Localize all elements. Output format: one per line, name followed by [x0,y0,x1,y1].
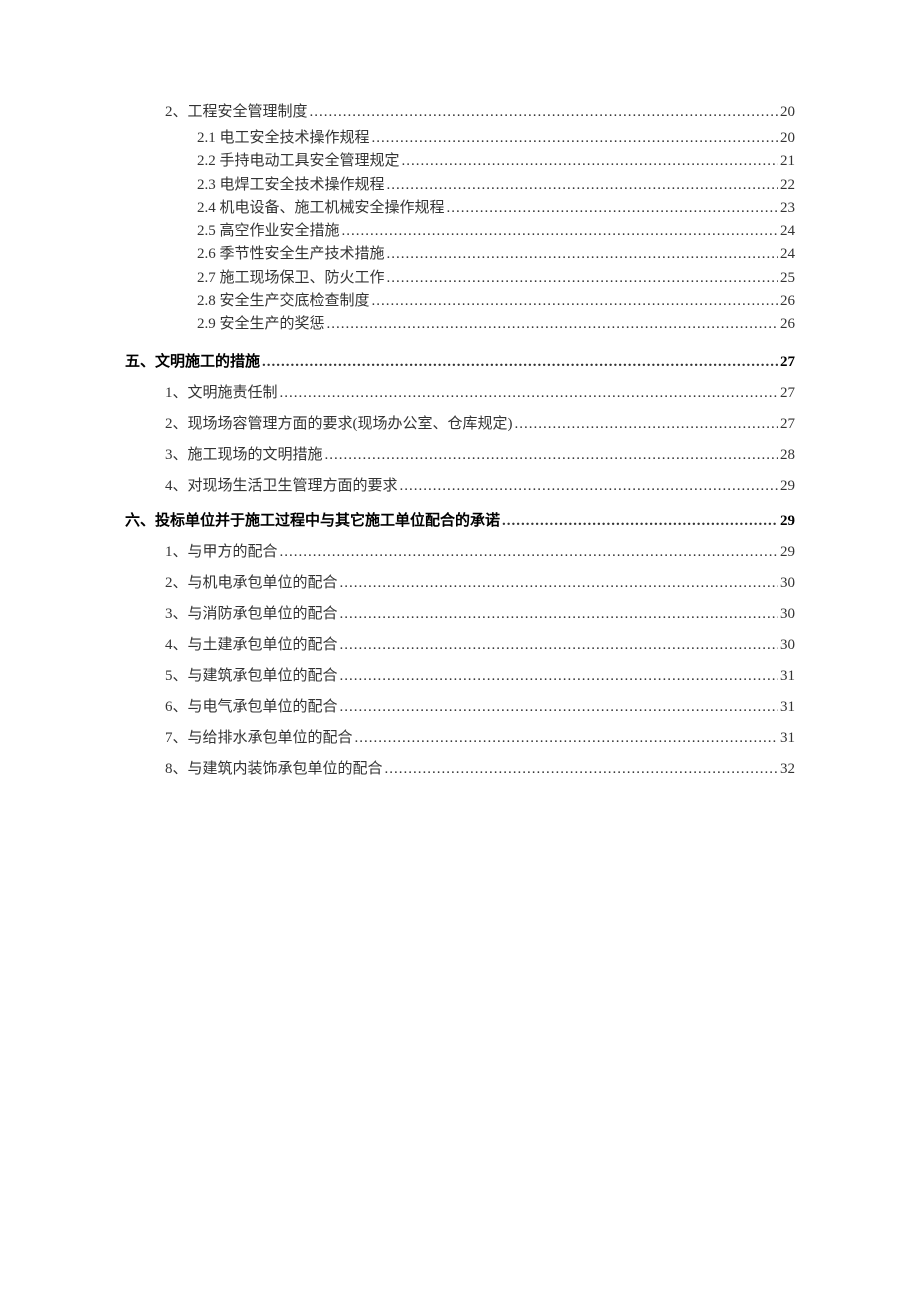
toc-dots [447,197,778,220]
toc-entry-page: 27 [780,385,795,402]
toc-dots [340,699,778,716]
toc-entry: 4、对现场生活卫生管理方面的要求 29 [165,474,795,495]
toc-entry: 2.4 机电设备、施工机械安全操作规程 23 [197,197,795,220]
toc-entry-text: 2.9 安全生产的奖惩 [197,313,325,336]
table-of-contents: 2、工程安全管理制度202.1 电工安全技术操作规程202.2 手持电动工具安全… [125,100,795,778]
toc-dots [280,385,778,402]
toc-entry-text: 1、文明施责任制 [165,381,278,402]
toc-entry: 2、工程安全管理制度 20 [165,100,795,121]
toc-entry-page: 26 [780,313,795,336]
toc-entry-page: 28 [780,447,795,464]
toc-entry-page: 24 [780,243,795,266]
toc-entry-text: 2、与机电承包单位的配合 [165,571,338,592]
toc-entry-text: 1、与甲方的配合 [165,540,278,561]
toc-entry-page: 24 [780,220,795,243]
toc-entry-text: 2.6 季节性安全生产技术措施 [197,243,385,266]
toc-dots [387,174,778,197]
toc-dots [372,290,778,313]
toc-entry-page: 29 [780,478,795,495]
toc-dots [262,354,778,371]
toc-dots [342,220,778,243]
toc-entry: 2.8 安全生产交底检查制度 26 [197,290,795,313]
toc-entry-text: 2、工程安全管理制度 [165,100,308,121]
toc-entry: 2.9 安全生产的奖惩 26 [197,313,795,336]
toc-dots [385,761,778,778]
toc-entry-page: 30 [780,606,795,623]
toc-entry: 2.7 施工现场保卫、防火工作 25 [197,267,795,290]
toc-entry-page: 29 [780,513,795,530]
toc-dots [327,313,778,336]
toc-entry: 2.6 季节性安全生产技术措施 24 [197,243,795,266]
toc-entry-text: 8、与建筑内装饰承包单位的配合 [165,757,383,778]
toc-dots [400,478,778,495]
toc-entry: 8、与建筑内装饰承包单位的配合 32 [165,757,795,778]
toc-entry-page: 32 [780,761,795,778]
toc-entry: 2.5 高空作业安全措施 24 [197,220,795,243]
toc-dots [387,243,778,266]
toc-dots [340,668,778,685]
toc-entry-text: 4、与土建承包单位的配合 [165,633,338,654]
toc-dots [340,637,778,654]
toc-entry: 2.3 电焊工安全技术操作规程 22 [197,174,795,197]
toc-dots [325,447,778,464]
toc-entry: 五、文明施工的措施 27 [125,350,795,371]
toc-entry-page: 31 [780,668,795,685]
toc-entry-text: 六、投标单位并于施工过程中与其它施工单位配合的承诺 [125,509,500,530]
toc-entry-page: 31 [780,699,795,716]
toc-entry: 5、与建筑承包单位的配合 31 [165,664,795,685]
toc-entry: 2、与机电承包单位的配合 30 [165,571,795,592]
toc-dots [340,575,778,592]
toc-entry-text: 2.1 电工安全技术操作规程 [197,127,370,150]
toc-entry-text: 3、与消防承包单位的配合 [165,602,338,623]
toc-entry-page: 31 [780,730,795,747]
toc-entry: 2、现场场容管理方面的要求(现场办公室、仓库规定) 27 [165,412,795,433]
toc-entry-page: 20 [780,104,795,121]
toc-entry: 7、与给排水承包单位的配合 31 [165,726,795,747]
toc-entry-page: 29 [780,544,795,561]
toc-dots [340,606,778,623]
toc-entry-page: 26 [780,290,795,313]
toc-dots [502,513,778,530]
toc-entry: 6、与电气承包单位的配合 31 [165,695,795,716]
toc-entry-page: 27 [780,354,795,371]
toc-dots [280,544,778,561]
toc-entry-text: 7、与给排水承包单位的配合 [165,726,353,747]
toc-entry-text: 4、对现场生活卫生管理方面的要求 [165,474,398,495]
toc-entry: 2.2 手持电动工具安全管理规定 21 [197,150,795,173]
toc-entry: 2.1 电工安全技术操作规程 20 [197,127,795,150]
toc-entry-text: 2.7 施工现场保卫、防火工作 [197,267,385,290]
toc-dots [402,150,778,173]
toc-entry-text: 2、现场场容管理方面的要求(现场办公室、仓库规定) [165,412,513,433]
toc-entry-text: 6、与电气承包单位的配合 [165,695,338,716]
toc-entry-text: 2.3 电焊工安全技术操作规程 [197,174,385,197]
toc-entry: 六、投标单位并于施工过程中与其它施工单位配合的承诺 29 [125,509,795,530]
toc-entry-text: 2.5 高空作业安全措施 [197,220,340,243]
toc-entry-text: 2.4 机电设备、施工机械安全操作规程 [197,197,445,220]
toc-entry-page: 23 [780,197,795,220]
toc-dots [355,730,778,747]
toc-entry-text: 五、文明施工的措施 [125,350,260,371]
toc-entry: 3、与消防承包单位的配合 30 [165,602,795,623]
toc-entry-page: 27 [780,416,795,433]
toc-entry-page: 22 [780,174,795,197]
toc-entry-page: 25 [780,267,795,290]
toc-dots [515,416,779,433]
toc-entry: 1、文明施责任制 27 [165,381,795,402]
toc-entry-page: 30 [780,575,795,592]
toc-entry-text: 5、与建筑承包单位的配合 [165,664,338,685]
toc-dots [310,104,778,121]
toc-entry-text: 2.2 手持电动工具安全管理规定 [197,150,400,173]
toc-entry-page: 30 [780,637,795,654]
toc-entry-page: 21 [780,150,795,173]
toc-dots [372,127,778,150]
toc-entry-text: 2.8 安全生产交底检查制度 [197,290,370,313]
toc-dots [387,267,778,290]
toc-entry: 4、与土建承包单位的配合 30 [165,633,795,654]
toc-entry: 1、与甲方的配合 29 [165,540,795,561]
toc-entry-text: 3、施工现场的文明措施 [165,443,323,464]
toc-entry: 3、施工现场的文明措施 28 [165,443,795,464]
toc-entry-page: 20 [780,127,795,150]
